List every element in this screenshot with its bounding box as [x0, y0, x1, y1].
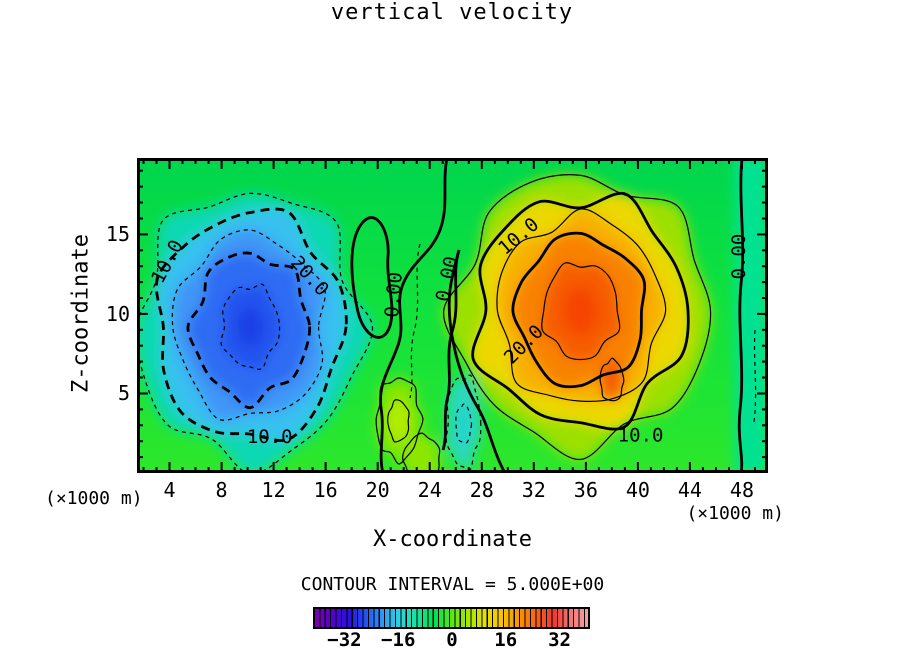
contour-line [753, 329, 757, 423]
contour-line [409, 243, 421, 399]
contour-line [599, 357, 625, 402]
x-tick-label: 32 [521, 478, 546, 502]
zero-contour-line [350, 216, 394, 339]
contour-fill-band [600, 358, 624, 401]
x-tick-label: 44 [677, 478, 702, 502]
contour-fill-band [563, 286, 600, 336]
contour-label: 0.00 [728, 234, 750, 280]
x-tick-label: 12 [261, 478, 286, 502]
contour-line [455, 403, 473, 444]
colorbar-tick-label: 32 [548, 629, 571, 651]
y-tick-label: 10 [105, 301, 130, 326]
contour-line [402, 432, 441, 473]
x-axis-unit-note: (×1000 m) [686, 503, 784, 524]
x-tick-label: 20 [365, 478, 390, 502]
x-tick-label: 40 [625, 478, 650, 502]
x-tick-label: 8 [215, 478, 228, 502]
colorbar-tick-label: −32 [327, 629, 362, 651]
contour-interval-text: CONTOUR INTERVAL = 5.000E+00 [300, 574, 605, 595]
contour-line [137, 192, 374, 473]
y-axis-unit-note: (×1000 m) [45, 488, 143, 509]
x-tick-label: 28 [469, 478, 494, 502]
x-tick-label: 48 [729, 478, 755, 502]
colorbar-tick-label: −16 [381, 629, 416, 651]
x-tick-label: 36 [573, 478, 598, 502]
contour-line [186, 251, 312, 410]
contour-fill-band [387, 399, 410, 442]
contour-fill-band [455, 404, 472, 443]
contour-label: 0.00 [381, 271, 407, 319]
colorbar [313, 607, 590, 629]
chart-title: vertical velocity [330, 0, 574, 25]
x-tick-label: 24 [417, 478, 442, 502]
contour-line [155, 207, 348, 442]
contour-line [496, 208, 667, 403]
colorbar-tick-label: 0 [446, 629, 458, 651]
x-axis-label: X-coordinate [373, 527, 532, 552]
y-tick-label: 15 [105, 222, 130, 247]
colorbar-tick-label: 16 [494, 629, 518, 651]
x-tick-label: 4 [163, 478, 176, 502]
contour-line [375, 377, 424, 465]
zero-contour-line [737, 158, 745, 473]
contour-plot: 10.0 20.0 10.0 0.00 0.00 10.0 20.0 10.0 0.00 [137, 158, 769, 473]
x-tick-label: 16 [313, 478, 338, 502]
contour-line [511, 231, 647, 389]
contour-line [471, 191, 690, 431]
contour-fill-band [237, 305, 264, 346]
contour-label: 10.0 [247, 426, 293, 448]
contour-line [541, 262, 621, 361]
zero-contour-line [379, 158, 449, 473]
contour-line [387, 399, 410, 443]
contour-lines [137, 158, 757, 473]
plot-frame [137, 158, 768, 473]
zero-contour-line [447, 249, 507, 473]
y-tick-label: 5 [117, 381, 130, 406]
contour-line [443, 174, 712, 461]
contour-line [220, 283, 281, 370]
zero-contour-line [441, 249, 461, 451]
contour-label: 10.0 [618, 424, 664, 446]
